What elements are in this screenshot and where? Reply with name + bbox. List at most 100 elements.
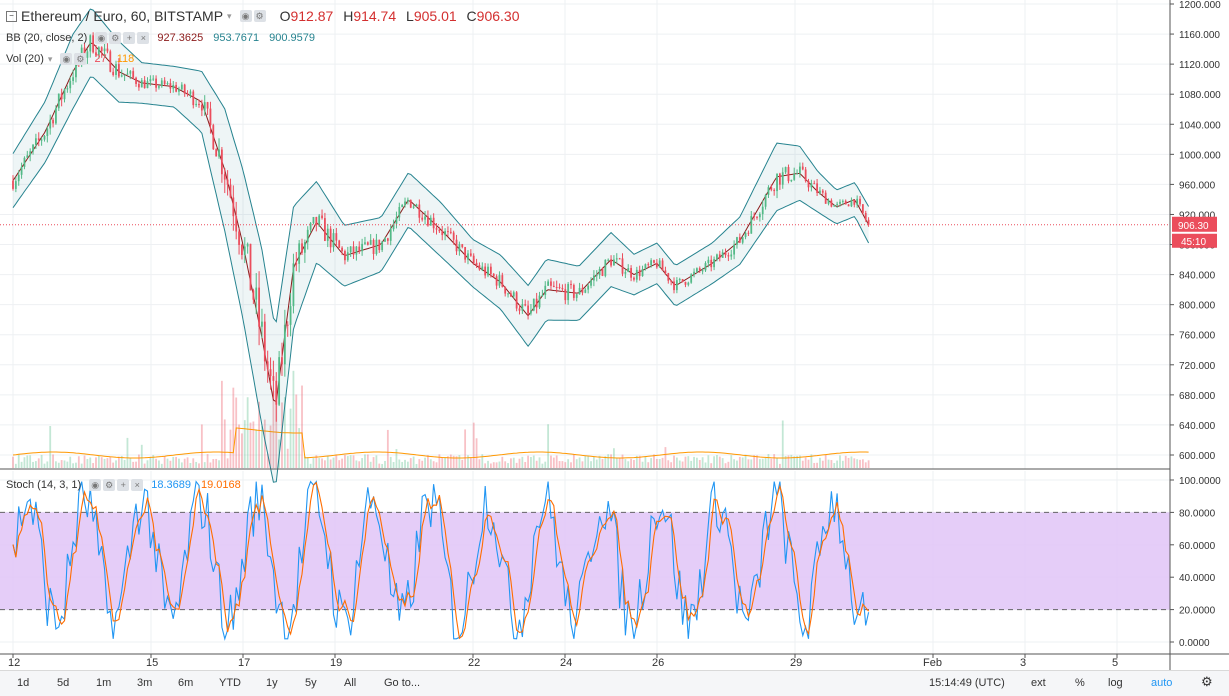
dropdown-icon[interactable]: ▾	[227, 10, 232, 21]
add-icon[interactable]: +	[123, 32, 136, 44]
ext-button[interactable]: ext	[1031, 677, 1046, 689]
volume-bar	[841, 460, 844, 468]
bb-lower-value: 900.9579	[269, 32, 315, 44]
clock[interactable]: 15:14:49 (UTC)	[929, 677, 1005, 689]
volume-bar	[424, 457, 426, 468]
volume-bar	[627, 461, 630, 468]
candle-body	[63, 89, 66, 100]
range-ytd-button[interactable]: YTD	[219, 677, 241, 689]
y-tick-label: 800.000	[1179, 301, 1216, 312]
settings-icon[interactable]: ⚙	[253, 10, 266, 22]
close-icon[interactable]: ×	[137, 32, 150, 44]
candle-body	[469, 253, 472, 256]
candle-body	[819, 190, 821, 193]
log-button[interactable]: log	[1108, 677, 1123, 689]
candle-body	[833, 204, 836, 207]
x-tick-label: 15	[146, 657, 158, 669]
volume-bar	[97, 455, 100, 468]
candle-body	[95, 52, 97, 56]
volume-bar	[799, 455, 801, 468]
volume-bar	[63, 460, 66, 468]
range-1d-button[interactable]: 1d	[17, 677, 30, 689]
candle-body	[587, 285, 590, 290]
candle-body	[664, 270, 667, 274]
volume-bar	[158, 460, 160, 468]
candle-body	[524, 304, 527, 306]
volume-bar	[658, 459, 661, 468]
candle-body	[836, 203, 839, 205]
candle-body	[346, 252, 349, 261]
eye-icon[interactable]: ◉	[89, 479, 102, 491]
candle-body	[49, 119, 52, 129]
range-1y-button[interactable]: 1y	[266, 677, 278, 689]
volume-bar	[690, 460, 693, 468]
settings-icon[interactable]: ⚙	[1201, 674, 1213, 689]
volume-bar	[129, 457, 132, 468]
volume-bar	[429, 459, 432, 468]
volume-bar	[386, 429, 389, 468]
volume-bar	[767, 454, 770, 468]
volume-bar	[60, 460, 63, 468]
candle-body	[220, 149, 223, 175]
eye-icon[interactable]: ◉	[95, 32, 108, 44]
candle-body	[218, 149, 220, 157]
candle-body	[464, 247, 467, 260]
candle-body	[796, 173, 798, 175]
candle-body	[209, 108, 212, 126]
volume-bar	[587, 456, 590, 468]
candle-body	[358, 246, 361, 252]
volume-bar	[295, 394, 298, 468]
candle-body	[263, 321, 266, 362]
volume-bar	[555, 455, 558, 468]
candle-body	[778, 173, 781, 185]
eye-icon[interactable]: ◉	[239, 10, 252, 22]
volume-bar	[756, 455, 758, 468]
candle-body	[736, 237, 738, 245]
candle-body	[495, 276, 498, 286]
range-1m-button[interactable]: 1m	[96, 677, 112, 689]
volume-bar	[427, 455, 429, 468]
go-to-button[interactable]: Go to...	[384, 677, 421, 689]
candle-body	[701, 270, 704, 272]
candle-body	[853, 200, 856, 205]
collapse-icon[interactable]: −	[6, 10, 17, 22]
candle-body	[756, 216, 758, 218]
percent-button[interactable]: %	[1075, 677, 1085, 689]
range-5y-button[interactable]: 5y	[305, 677, 317, 689]
settings-icon[interactable]: ⚙	[103, 479, 116, 491]
add-icon[interactable]: +	[117, 479, 130, 491]
volume-bar	[258, 401, 260, 468]
volume-bar	[653, 454, 655, 468]
settings-icon[interactable]: ⚙	[109, 32, 122, 44]
settings-icon[interactable]: ⚙	[74, 53, 87, 65]
range-all-button[interactable]: All	[344, 677, 357, 689]
candle-body	[344, 251, 346, 261]
candle-body	[109, 51, 112, 72]
volume-bar	[550, 455, 552, 468]
candle-body	[558, 287, 561, 289]
volume-bar	[781, 420, 784, 468]
candle-body	[489, 266, 492, 274]
close-icon[interactable]: ×	[131, 479, 144, 491]
range-6m-button[interactable]: 6m	[178, 677, 194, 689]
dropdown-icon[interactable]: ▾	[47, 53, 53, 64]
x-tick-label: 29	[790, 657, 802, 669]
volume-bar	[120, 455, 123, 468]
candle-body	[658, 260, 661, 268]
volume-bar	[518, 458, 521, 468]
candle-body	[203, 102, 206, 111]
candle-body	[309, 223, 312, 230]
volume-bar	[444, 457, 446, 468]
volume-bar	[592, 456, 595, 468]
volume-bar	[75, 462, 77, 468]
volume-bar	[532, 455, 535, 468]
auto-button[interactable]: auto	[1151, 677, 1173, 689]
range-5d-button[interactable]: 5d	[57, 677, 70, 689]
y-tick-label: 600.000	[1179, 451, 1216, 462]
volume-bar	[464, 429, 467, 468]
candle-body	[138, 83, 140, 88]
chart-canvas[interactable]: 1200.000 1160.000 1120.000 1080.000 1040.000…	[0, 0, 1229, 670]
eye-icon[interactable]: ◉	[60, 53, 73, 65]
range-3m-button[interactable]: 3m	[137, 677, 153, 689]
volume-bar	[263, 419, 266, 468]
